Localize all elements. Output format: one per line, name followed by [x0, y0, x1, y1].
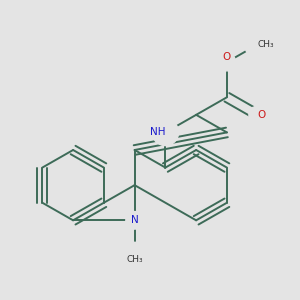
Circle shape: [218, 53, 236, 71]
Circle shape: [126, 212, 143, 229]
Text: N: N: [131, 215, 139, 225]
Text: CH₃: CH₃: [126, 256, 143, 265]
Text: O: O: [223, 52, 231, 62]
Circle shape: [122, 242, 148, 269]
Text: NH: NH: [150, 128, 165, 137]
Circle shape: [249, 106, 266, 124]
Text: O: O: [258, 110, 266, 120]
Text: CH₃: CH₃: [258, 40, 274, 49]
Circle shape: [244, 31, 271, 58]
Circle shape: [152, 119, 178, 146]
